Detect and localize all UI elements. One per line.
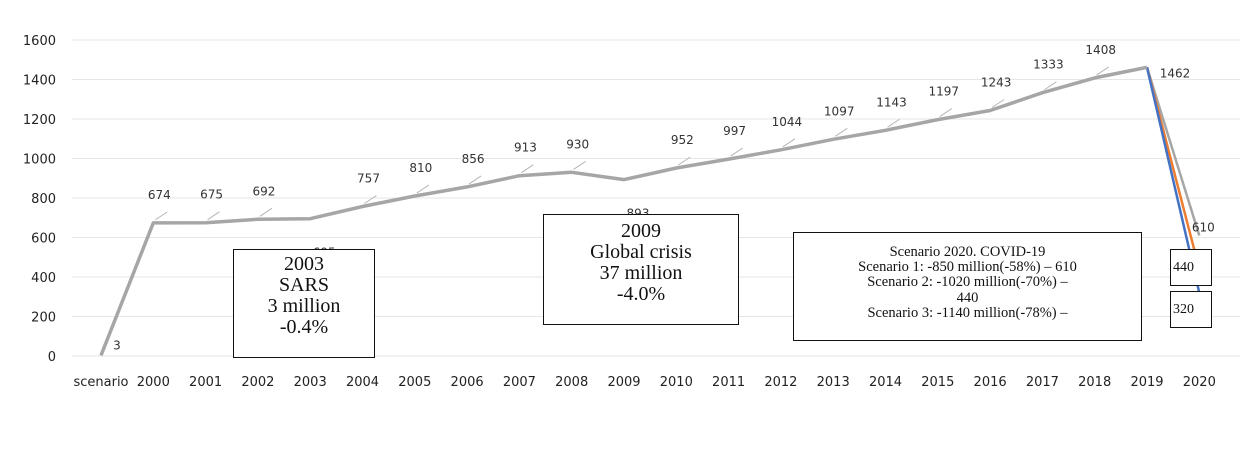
y-tick-label: 1000 [23, 153, 56, 168]
data-label: 930 [566, 137, 589, 151]
x-tick-label: 2009 [607, 375, 640, 390]
annotation-covid-line: Scenario 2: -1020 million(-70%) – [867, 274, 1068, 291]
data-label-leader [155, 211, 168, 221]
data-label: 810 [409, 161, 432, 175]
annotation-sars-line: 2003 [284, 253, 324, 275]
scenario-value-box: 440 [1170, 249, 1212, 286]
x-tick-label: 2004 [346, 375, 379, 390]
annotation-covid-line: Scenario 2020. COVID-19 [889, 244, 1046, 260]
scenario-value-box: 320 [1170, 291, 1212, 328]
data-label: 1408 [1085, 43, 1116, 57]
x-tick-label: 2005 [398, 375, 431, 390]
x-tick-label: 2017 [1026, 375, 1059, 390]
annotation-sars-box: 2003 SARS 3 million -0.4% [233, 249, 375, 358]
data-label: 1044 [772, 115, 803, 129]
scenario-value: 320 [1173, 302, 1194, 317]
data-label-leader [834, 127, 848, 137]
y-tick-label: 600 [31, 232, 56, 247]
x-tick-label: 2008 [555, 375, 588, 390]
x-tick-label: 2014 [869, 375, 902, 390]
y-axis-tick-labels: 0 200 400 600 800 1000 1200 1400 1600 [23, 34, 56, 365]
x-tick-label: 2018 [1078, 375, 1111, 390]
data-label-leader [887, 118, 900, 128]
data-label-leader [416, 184, 430, 194]
data-label: 1462 [1160, 66, 1191, 80]
x-tick-label: 2006 [451, 375, 484, 390]
x-tick-label: 2003 [294, 375, 327, 390]
data-label-leader [1044, 81, 1057, 91]
series-lines [99, 65, 1201, 357]
data-label-leader [573, 160, 586, 170]
x-tick-label: 2019 [1130, 375, 1163, 390]
data-label: 1243 [981, 76, 1012, 90]
data-label: 674 [148, 188, 171, 202]
y-tick-label: 1600 [23, 34, 56, 49]
annotation-covid-line: 440 [956, 289, 979, 306]
data-label-leader [939, 108, 953, 118]
series-line-main [99, 65, 1148, 357]
series-line-scenario [1145, 66, 1201, 236]
x-tick-label: 2002 [241, 375, 274, 390]
data-label-leader [468, 175, 482, 185]
data-label: 675 [200, 188, 223, 202]
x-tick-label: scenario [73, 375, 128, 390]
data-label-leader [678, 156, 691, 166]
y-tick-label: 400 [31, 271, 56, 286]
annotation-sars-line: 3 million [267, 295, 341, 317]
annotation-sars-line: -0.4% [279, 316, 329, 338]
data-label: 610 [1192, 221, 1215, 235]
data-label: 1143 [876, 95, 907, 109]
data-label-leader [730, 147, 743, 157]
data-label-leader [782, 138, 796, 148]
data-label-leader [1096, 66, 1109, 76]
data-label-leader [991, 99, 1005, 108]
x-tick-label: 2016 [974, 375, 1007, 390]
data-label: 913 [514, 141, 537, 155]
annotation-covid-line: Scenario 3: -1140 million(-78%) – [867, 304, 1068, 321]
annotation-global-crisis-box: 2009 Global crisis 37 million -4.0% [543, 214, 739, 325]
x-axis-tick-labels: scenario 2000 2001 2002 2003 2004 2005 2006 2007… [73, 375, 1215, 390]
y-tick-label: 0 [48, 350, 56, 365]
x-tick-label: 2001 [189, 375, 222, 390]
x-tick-label: 2010 [660, 375, 693, 390]
x-tick-label: 2007 [503, 375, 536, 390]
data-label: 692 [252, 184, 275, 198]
x-tick-label: 2000 [137, 375, 170, 390]
data-label: 1197 [929, 85, 960, 99]
y-tick-label: 800 [31, 192, 56, 207]
data-label-leader [259, 207, 273, 217]
x-tick-label: 2020 [1183, 375, 1216, 390]
data-label: 757 [357, 171, 380, 185]
data-label: 997 [723, 124, 746, 138]
data-label-leader [521, 164, 534, 174]
data-label: 856 [462, 152, 485, 166]
annotation-crisis-line: 2009 [621, 220, 661, 242]
data-label-leader [207, 211, 220, 221]
data-label: 952 [671, 133, 694, 147]
x-tick-label: 2011 [712, 375, 745, 390]
annotation-sars-line: SARS [278, 274, 330, 296]
data-label: 3 [113, 338, 121, 352]
annotation-covid-line: Scenario 1: -850 million(-58%) – 610 [858, 259, 1077, 276]
x-tick-label: 2012 [764, 375, 797, 390]
x-tick-label: 2015 [921, 375, 954, 390]
annotation-crisis-line: 37 million [599, 262, 683, 284]
data-label: 1333 [1033, 58, 1064, 72]
data-label-leader [364, 195, 377, 204]
x-tick-label: 2013 [817, 375, 850, 390]
data-label-leaders [155, 66, 1109, 221]
y-tick-label: 1400 [23, 74, 56, 89]
y-tick-label: 1200 [23, 113, 56, 128]
y-tick-label: 200 [31, 311, 56, 326]
data-label: 1097 [824, 104, 855, 118]
annotation-covid-scenarios-box: Scenario 2020. COVID-19 Scenario 1: -850… [793, 232, 1142, 341]
annotation-crisis-line: Global crisis [590, 241, 692, 263]
data-labels: 3674675692695757810856913930893952997104… [113, 43, 1215, 352]
scenario-value: 440 [1173, 260, 1194, 275]
annotation-crisis-line: -4.0% [616, 283, 666, 305]
